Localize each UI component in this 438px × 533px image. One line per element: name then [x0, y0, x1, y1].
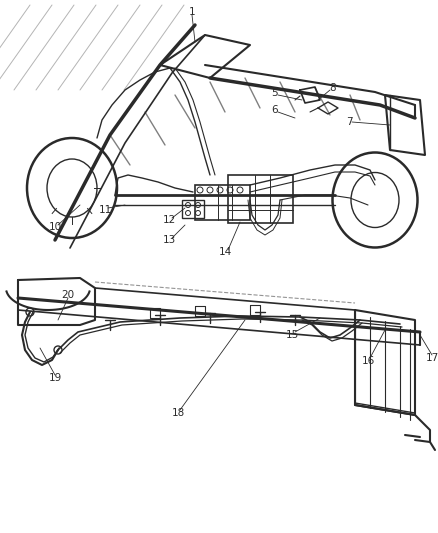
Bar — [195, 185, 250, 220]
Text: 20: 20 — [61, 290, 74, 300]
Text: 1: 1 — [189, 7, 195, 17]
Text: 13: 13 — [162, 235, 176, 245]
Bar — [228, 175, 293, 223]
Text: 7: 7 — [346, 117, 352, 127]
Text: 16: 16 — [361, 356, 374, 366]
Text: 8: 8 — [330, 83, 336, 93]
Text: 14: 14 — [219, 247, 232, 257]
Text: 19: 19 — [48, 373, 62, 383]
Text: 10: 10 — [49, 222, 62, 232]
Text: 6: 6 — [272, 105, 278, 115]
Text: 15: 15 — [286, 330, 299, 340]
Text: 12: 12 — [162, 215, 176, 225]
Text: 5: 5 — [272, 88, 278, 98]
Bar — [182, 200, 204, 218]
Text: 11: 11 — [99, 205, 112, 215]
Text: 18: 18 — [171, 408, 185, 418]
Text: 17: 17 — [425, 353, 438, 363]
